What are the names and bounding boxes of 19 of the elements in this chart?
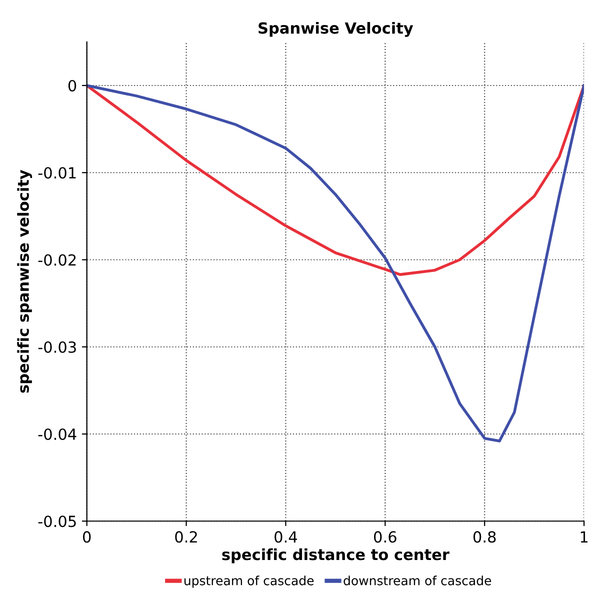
- legend-label: upstream of cascade: [184, 576, 314, 588]
- line-series: [86, 84, 584, 276]
- x-tick-label: 0: [83, 531, 91, 543]
- y-tick-label: 0: [68, 80, 76, 92]
- y-axis-title: specific spanwise velocity: [17, 170, 32, 393]
- y-tick-label: -0.03: [38, 341, 76, 353]
- legend-label: downstream of cascade: [344, 576, 492, 586]
- x-tick-label: 0.2: [175, 531, 197, 543]
- y-tick-label: -0.02: [38, 254, 76, 266]
- x-tick-label: 1: [580, 531, 588, 542]
- x-tick-label: 0.6: [374, 531, 396, 543]
- x-tick-label: 0.8: [473, 531, 496, 543]
- y-tick-label: -0.04: [38, 428, 76, 440]
- chart-title: Spanwise Velocity: [258, 22, 414, 37]
- line-series: [86, 84, 584, 442]
- y-tick-label: -0.05: [38, 516, 76, 528]
- y-tick-label: -0.01: [38, 167, 76, 179]
- x-tick-label: 0.4: [274, 531, 298, 543]
- x-axis-title: specific distance to center: [222, 548, 450, 564]
